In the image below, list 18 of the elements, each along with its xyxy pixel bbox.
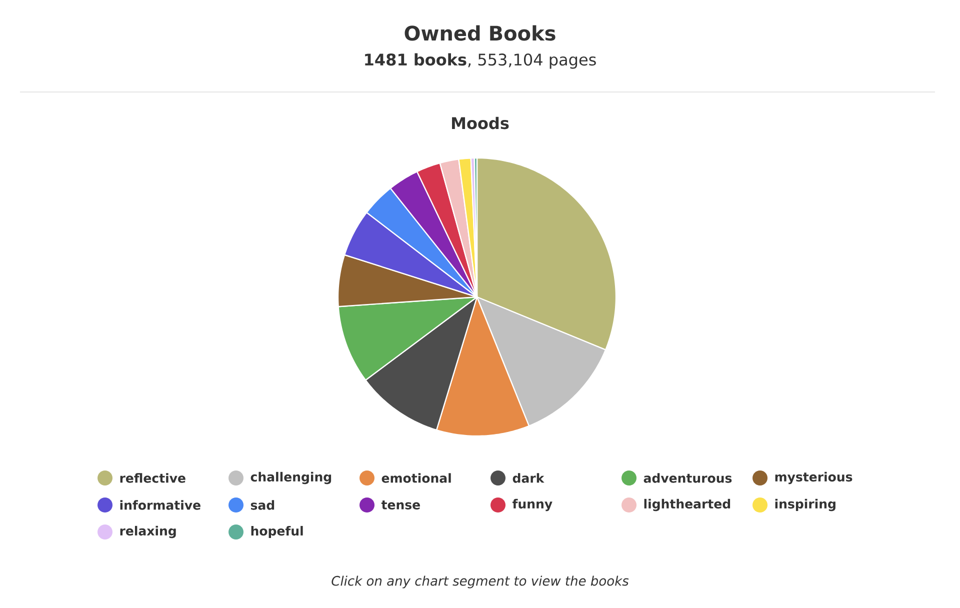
chart-subtitle: 1481 books, 553,104 pages: [365, 53, 596, 69]
legend-label: sad: [250, 500, 274, 510]
legend-label: dark: [512, 473, 544, 483]
legend-label: emotional: [382, 473, 451, 483]
legend-label: reflective: [120, 473, 186, 483]
legend-label: lighthearted: [644, 498, 730, 512]
text: Click on any chart segment to view the books: [332, 576, 629, 588]
legend-label: mysterious: [775, 472, 852, 484]
legend-label: tense: [381, 500, 420, 510]
legend-label: informative: [120, 500, 200, 510]
legend-label: relaxing: [120, 526, 176, 538]
legend-label: hopeful: [251, 526, 303, 538]
legend-label: adventurous: [644, 473, 732, 483]
text: Moods: [452, 116, 509, 130]
legend-label: funny: [512, 498, 552, 512]
legend-label: inspiring: [775, 498, 836, 512]
legend-label: challenging: [250, 472, 332, 484]
chart-title: Owned Books: [404, 25, 556, 41]
